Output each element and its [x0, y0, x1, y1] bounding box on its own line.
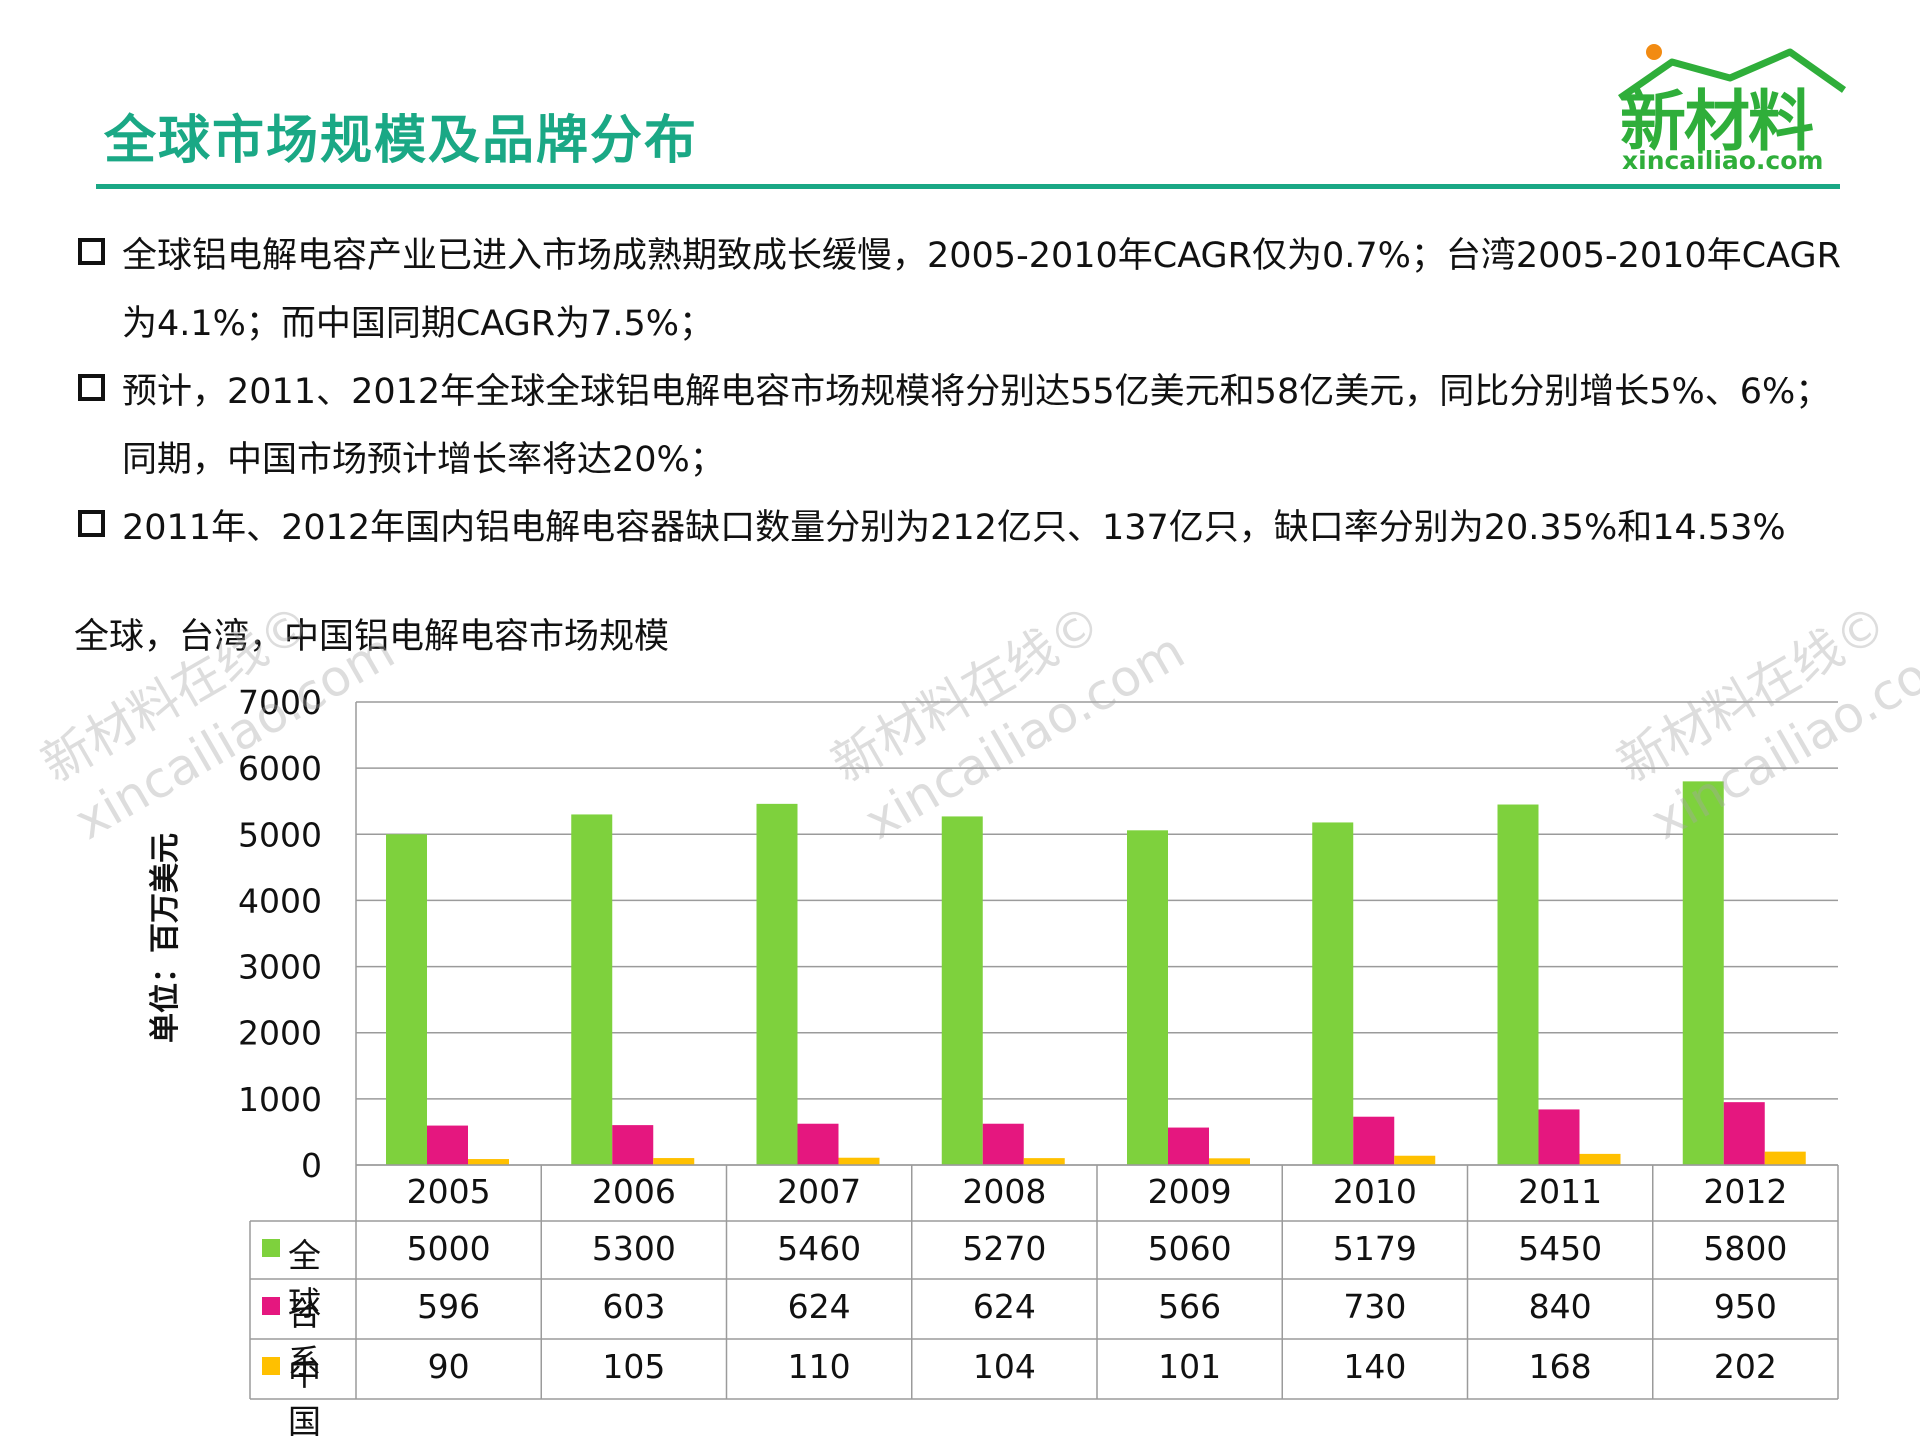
- bar-台系: [1723, 1102, 1765, 1165]
- bar-全球: [571, 814, 613, 1165]
- bullet-text: 全球铝电解电容产业已进入市场成熟期致成长缓慢，2005-2010年CAGR仅为0…: [122, 236, 1841, 344]
- brand-logo: 新材料 xincailiao.com: [1612, 40, 1848, 175]
- y-tick-label: 7000: [238, 683, 322, 722]
- data-label: 168: [1528, 1347, 1592, 1386]
- x-tick-label: 2012: [1703, 1172, 1788, 1211]
- x-tick-label: 2009: [1147, 1172, 1232, 1211]
- bullet-item: 2011年、2012年国内铝电解电容器缺口数量分别为212亿只、137亿只，缺口…: [74, 494, 1854, 562]
- data-label: 110: [787, 1347, 851, 1386]
- bar-全球: [1127, 830, 1168, 1165]
- data-label: 202: [1713, 1347, 1777, 1386]
- legend-key-台系: [262, 1297, 280, 1315]
- bar-全球: [1312, 822, 1354, 1165]
- data-label: 90: [427, 1347, 470, 1386]
- bar-中国: [468, 1159, 509, 1165]
- bar-全球: [1497, 804, 1539, 1165]
- bar-中国: [1394, 1155, 1436, 1165]
- data-label: 624: [972, 1287, 1036, 1326]
- bar-全球: [756, 803, 798, 1165]
- bullet-item: 全球铝电解电容产业已进入市场成熟期致成长缓慢，2005-2010年CAGR仅为0…: [74, 222, 1854, 358]
- title-divider: [96, 184, 1840, 189]
- legend-label: 中国: [288, 1354, 321, 1441]
- x-tick-label: 2006: [591, 1172, 676, 1211]
- data-label: 5000: [406, 1229, 491, 1268]
- checkbox-bullet-icon: [78, 374, 105, 401]
- bar-中国: [1209, 1158, 1250, 1165]
- legend-label: 全球: [288, 1236, 321, 1323]
- data-label: 140: [1343, 1347, 1407, 1386]
- bar-台系: [612, 1125, 654, 1165]
- checkbox-bullet-icon: [78, 238, 105, 265]
- data-label: 5300: [591, 1229, 676, 1268]
- bar-全球: [941, 816, 983, 1165]
- bullet-text: 预计，2011、2012年全球全球铝电解电容市场规模将分别达55亿美元和58亿美…: [122, 372, 1831, 480]
- y-tick-label: 4000: [238, 881, 322, 920]
- data-label: 5460: [777, 1229, 862, 1268]
- data-label: 5450: [1518, 1229, 1603, 1268]
- bar-中国: [653, 1158, 695, 1165]
- bar-中国: [1579, 1153, 1621, 1165]
- bar-全球: [1682, 781, 1724, 1165]
- y-tick-label: 2000: [238, 1014, 322, 1053]
- legend-label: 台系: [288, 1294, 321, 1381]
- bar-台系: [797, 1123, 839, 1165]
- logo-wordmark: 新材料: [1620, 83, 1814, 160]
- data-label: 104: [972, 1347, 1036, 1386]
- data-label: 950: [1713, 1287, 1777, 1326]
- data-label: 596: [417, 1287, 481, 1326]
- bar-台系: [1538, 1109, 1580, 1165]
- data-label: 840: [1528, 1287, 1592, 1326]
- data-label: 5800: [1703, 1229, 1788, 1268]
- bullet-item: 预计，2011、2012年全球全球铝电解电容市场规模将分别达55亿美元和58亿美…: [74, 358, 1854, 494]
- data-label: 730: [1343, 1287, 1407, 1326]
- checkbox-bullet-icon: [78, 510, 105, 537]
- bar-台系: [1353, 1116, 1395, 1165]
- bar-全球: [386, 834, 427, 1165]
- legend-key-中国: [262, 1357, 280, 1375]
- bullet-text: 2011年、2012年国内铝电解电容器缺口数量分别为212亿只、137亿只，缺口…: [122, 508, 1786, 548]
- bar-台系: [1168, 1127, 1209, 1165]
- y-tick-label: 3000: [238, 948, 322, 987]
- data-label: 566: [1158, 1287, 1222, 1326]
- page-title: 全球市场规模及品牌分布: [104, 111, 699, 171]
- data-label: 5270: [962, 1229, 1047, 1268]
- x-tick-label: 2008: [962, 1172, 1047, 1211]
- data-label: 5179: [1332, 1229, 1417, 1268]
- y-tick-label: 1000: [238, 1080, 322, 1119]
- data-label: 603: [602, 1287, 666, 1326]
- y-tick-label: 6000: [238, 749, 322, 788]
- x-tick-label: 2011: [1518, 1172, 1603, 1211]
- bar-中国: [1764, 1151, 1806, 1165]
- bullet-list: 全球铝电解电容产业已进入市场成熟期致成长缓慢，2005-2010年CAGR仅为0…: [74, 222, 1854, 562]
- y-axis-label: 单位：百万美元: [148, 833, 183, 1043]
- x-tick-label: 2010: [1332, 1172, 1417, 1211]
- data-label: 105: [602, 1347, 666, 1386]
- x-tick-label: 2007: [777, 1172, 862, 1211]
- bar-台系: [427, 1125, 468, 1165]
- bar-中国: [1023, 1158, 1065, 1165]
- data-label: 101: [1158, 1347, 1222, 1386]
- logo-url: xincailiao.com: [1622, 146, 1824, 175]
- bar-中国: [838, 1157, 880, 1165]
- x-tick-label: 2005: [406, 1172, 491, 1211]
- bar-台系: [982, 1123, 1024, 1165]
- legend-key-全球: [262, 1239, 280, 1257]
- y-tick-label: 5000: [238, 815, 322, 854]
- data-label: 624: [787, 1287, 851, 1326]
- chart-title: 全球，台湾，中国铝电解电容市场规模: [74, 617, 670, 657]
- data-label: 5060: [1147, 1229, 1232, 1268]
- y-tick-label: 0: [301, 1146, 322, 1185]
- logo-roof-icon: [1618, 44, 1847, 101]
